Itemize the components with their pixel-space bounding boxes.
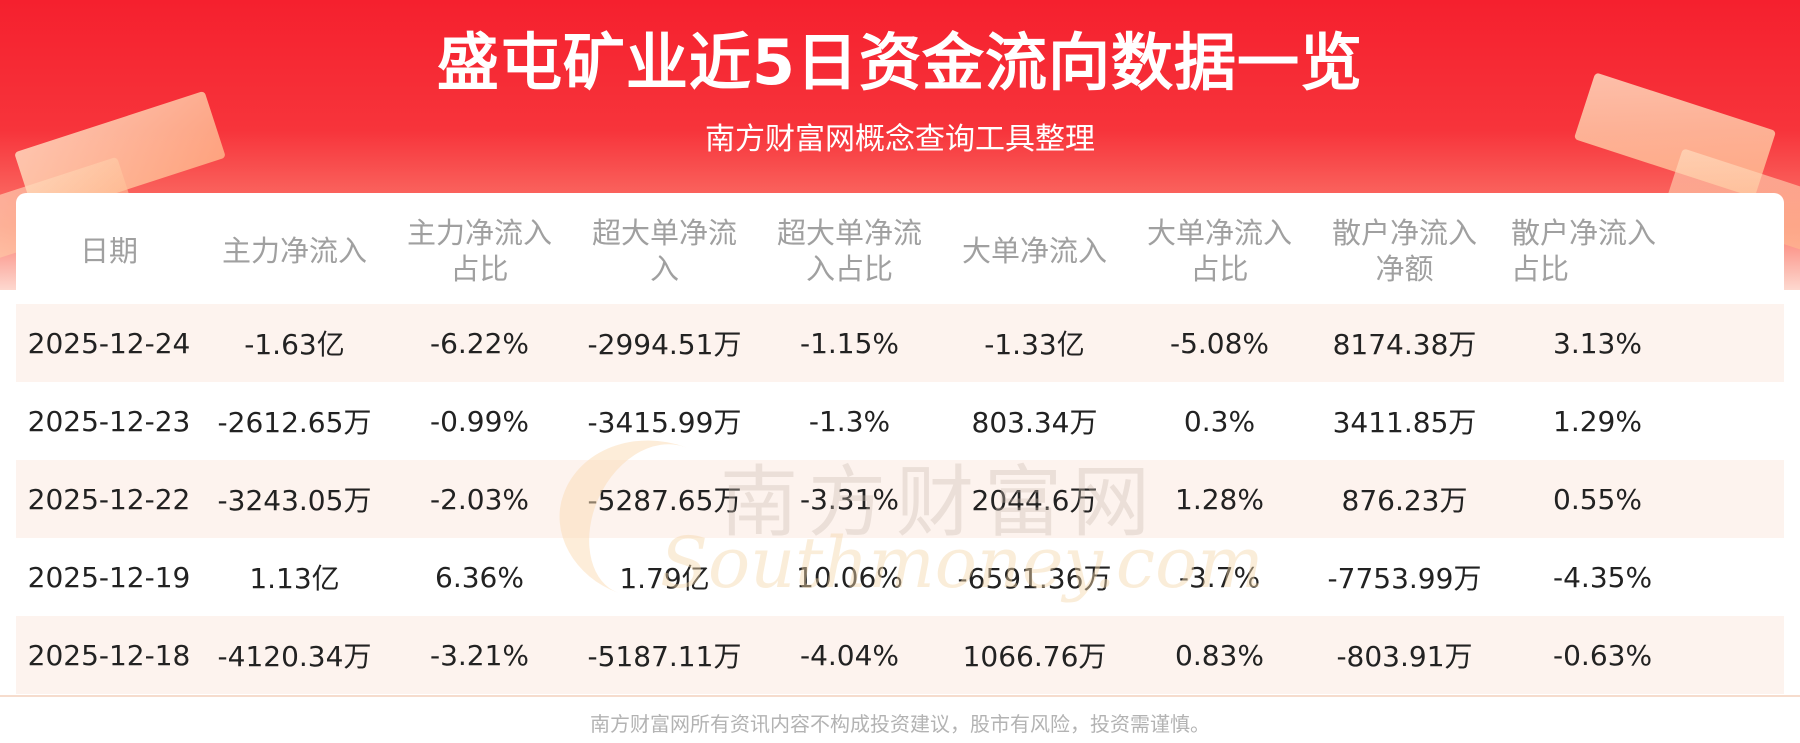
cell-main-net-inflow: 1.13亿 [249,562,340,595]
page-title: 盛屯矿业近5日资金流向数据一览 [436,26,1364,99]
column-header-retail-net-inflow-ratio: 散户净流入 占比 [1511,216,1657,286]
table-header-row: 日期 主力净流入 主力净流入 占比 超大单净流入 超大单净流 入占比 大单净流入 大… [16,198,1784,304]
page-subtitle: 南方财富网概念查询工具整理 [705,122,1095,157]
cell-large-net-inflow: -1.33亿 [942,304,1127,382]
table-card [16,193,1784,693]
table-row: 2025-12-24 -1.63亿 -6.22% -2994.51万 -1.15… [16,304,1784,382]
column-header-large-net-inflow-ratio: 大单净流入 占比 [1146,216,1292,286]
column-header-main-net-inflow: 主力净流入 [221,234,367,268]
cell-date: 2025-12-23 [27,404,191,438]
cell-retail-net-inflow-amount: 3411.85万 [1332,406,1477,439]
cell-retail-net-inflow-ratio: 1.29% [1553,404,1642,438]
cell-retail-net-inflow-amount: -803.91万 [1312,616,1497,694]
cell-large-net-inflow-ratio: 1.28% [1127,460,1312,538]
cell-super-large-net-inflow: -5287.65万 [572,460,757,538]
footer-disclaimer: 南方财富网所有资讯内容不构成投资建议，股市有风险，投资需谨慎。 [590,712,1210,736]
table-row: 2025-12-23 -2612.65万 -0.99% -3415.99万 -1… [16,382,1784,460]
cell-super-large-net-inflow-ratio: -1.3% [808,404,891,438]
footer-divider [0,695,1800,697]
table-row: 2025-12-18 -4120.34万 -3.21% -5187.11万 -4… [16,616,1784,694]
cell-super-large-net-inflow: -5187.11万 [572,616,757,694]
cell-super-large-net-inflow: -2994.51万 [572,304,757,382]
cell-main-net-inflow: -4120.34万 [202,616,387,694]
table-row: 2025-12-22 -3243.05万 -2.03% -5287.65万 -3… [16,460,1784,538]
cell-retail-net-inflow-amount: 876.23万 [1312,460,1497,538]
cell-retail-net-inflow-ratio: 3.13% [1497,304,1784,382]
fund-flow-table: 日期 主力净流入 主力净流入 占比 超大单净流入 超大单净流 入占比 大单净流入 大… [16,198,1784,694]
cell-main-net-inflow-ratio: -2.03% [387,460,572,538]
cell-retail-net-inflow-amount: 8174.38万 [1312,304,1497,382]
cell-super-large-net-inflow-ratio: 10.06% [796,560,903,594]
cell-super-large-net-inflow-ratio: -3.31% [757,460,942,538]
cell-main-net-inflow-ratio: -0.99% [429,404,530,438]
cell-large-net-inflow-ratio: -5.08% [1127,304,1312,382]
cell-large-net-inflow-ratio: 0.83% [1127,616,1312,694]
cell-retail-net-inflow-ratio: 0.55% [1497,460,1784,538]
table-row: 2025-12-19 1.13亿 6.36% 1.79亿 10.06% -659… [16,538,1784,616]
cell-super-large-net-inflow-ratio: -4.04% [757,616,942,694]
cell-main-net-inflow: -3243.05万 [202,460,387,538]
cell-large-net-inflow-ratio: -3.7% [1178,560,1261,594]
cell-date: 2025-12-19 [27,560,191,594]
cell-main-net-inflow-ratio: -3.21% [387,616,572,694]
cell-date: 2025-12-24 [16,304,202,382]
cell-main-net-inflow-ratio: -6.22% [387,304,572,382]
column-header-retail-net-inflow-amount: 散户净流入 净额 [1331,216,1477,286]
cell-main-net-inflow-ratio: 6.36% [435,560,524,594]
column-header-large-net-inflow: 大单净流入 [961,234,1107,268]
cell-large-net-inflow: 1066.76万 [942,616,1127,694]
cell-large-net-inflow: -6591.36万 [957,562,1112,595]
cell-date: 2025-12-22 [16,460,202,538]
cell-main-net-inflow: -2612.65万 [217,406,372,439]
cell-retail-net-inflow-amount: -7753.99万 [1327,562,1482,595]
cell-date: 2025-12-18 [16,616,202,694]
cell-large-net-inflow-ratio: 0.3% [1183,404,1256,438]
cell-retail-net-inflow-ratio: -4.35% [1553,560,1653,594]
cell-super-large-net-inflow: -3415.99万 [587,406,742,439]
cell-large-net-inflow: 803.34万 [971,406,1098,439]
cell-main-net-inflow: -1.63亿 [202,304,387,382]
column-header-super-large-net-inflow: 超大单净流入 [591,216,737,286]
column-header-super-large-net-inflow-ratio: 超大单净流 入占比 [776,216,922,286]
cell-large-net-inflow: 2044.6万 [942,460,1127,538]
cell-retail-net-inflow-ratio: -0.63% [1497,616,1784,694]
column-header-date: 日期 [79,234,138,268]
cell-super-large-net-inflow-ratio: -1.15% [757,304,942,382]
cell-super-large-net-inflow: 1.79亿 [619,562,710,595]
column-header-main-net-inflow-ratio: 主力净流入 占比 [406,216,552,286]
